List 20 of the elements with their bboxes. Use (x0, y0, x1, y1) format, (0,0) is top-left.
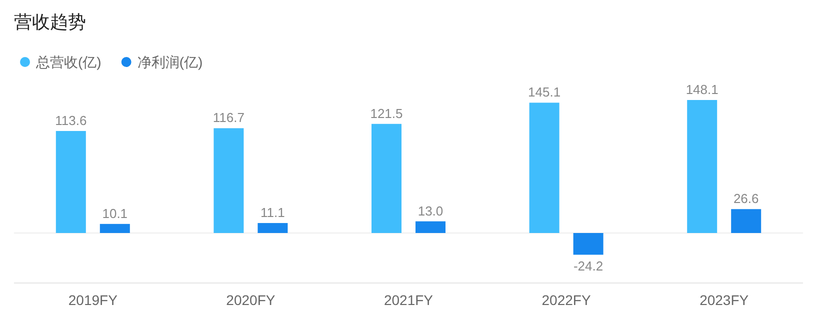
data-label: 113.6 (55, 112, 87, 128)
x-tick: 2019FY (68, 292, 118, 308)
data-label: 13.0 (418, 203, 444, 218)
x-tick: 2020FY (226, 292, 276, 308)
legend-label: 总营收(亿) (35, 54, 102, 70)
data-label: 10.1 (102, 206, 128, 221)
data-label: 145.1 (528, 84, 561, 100)
data-label: 26.6 (733, 191, 759, 206)
legend-label: 净利润(亿) (137, 54, 203, 70)
x-tick: 2021FY (384, 292, 434, 308)
data-label: 11.1 (260, 205, 285, 220)
data-label: 121.5 (370, 106, 403, 121)
title: 营收趋势 (14, 12, 86, 32)
data-label: 116.7 (212, 110, 244, 126)
legend-item: 总营收(亿) (20, 54, 102, 70)
data-label: -24.2 (573, 258, 604, 274)
x-tick: 2023FY (700, 292, 749, 308)
x-tick: 2022FY (542, 292, 591, 308)
data-label: 148.1 (686, 82, 718, 97)
legend-item: 净利润(亿) (121, 54, 203, 70)
